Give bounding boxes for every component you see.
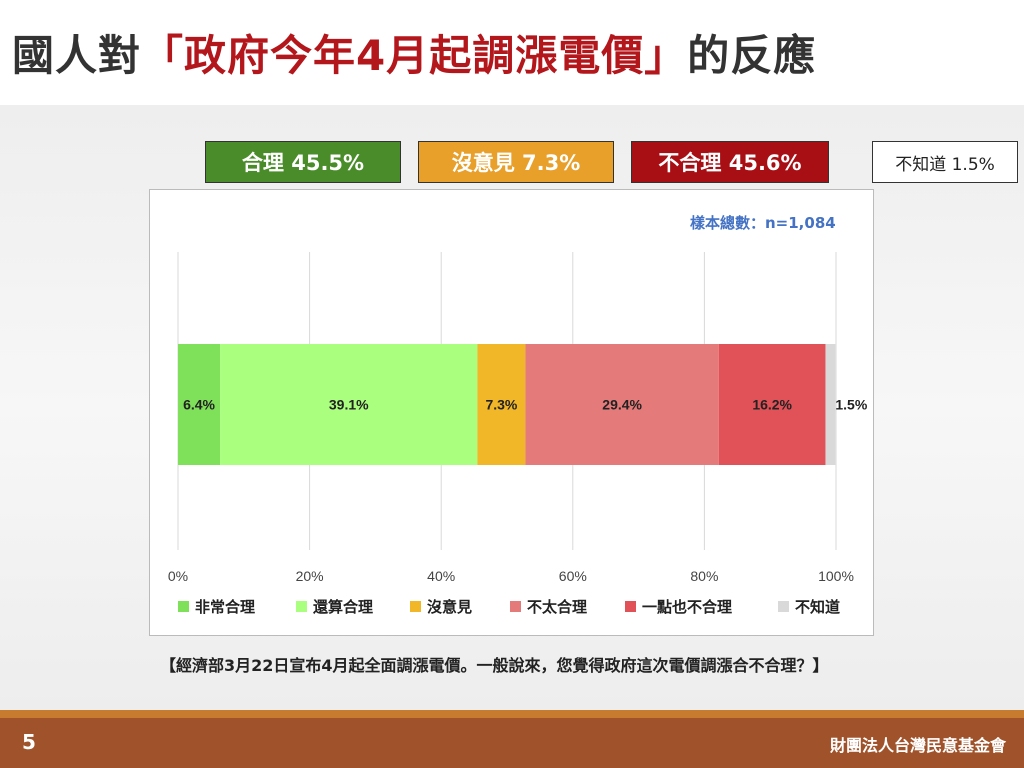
- title-highlight: 「政府今年4月起調漲電價」: [141, 31, 688, 80]
- bar-segment: [477, 344, 526, 465]
- footer: 5 財團法人台灣民意基金會: [0, 718, 1024, 768]
- legend-swatch: [178, 601, 189, 612]
- legend-label: 不知道: [795, 598, 840, 616]
- legend-label: 不太合理: [527, 598, 587, 616]
- summary-reasonable: 合理 45.5%: [205, 141, 401, 183]
- legend-label: 非常合理: [195, 598, 255, 616]
- legend-swatch: [778, 601, 789, 612]
- legend-swatch: [625, 601, 636, 612]
- x-tick-label: 80%: [690, 568, 718, 584]
- summary-dont-know: 不知道 1.5%: [872, 141, 1018, 183]
- summary-unreasonable: 不合理 45.6%: [631, 141, 829, 183]
- title-bar: 國人對「政府今年4月起調漲電價」的反應: [0, 0, 1024, 105]
- data-label: 29.4%: [602, 397, 642, 413]
- legend-label: 還算合理: [313, 598, 373, 616]
- survey-question: 【經濟部3月22日宣布4月起全面調漲電價。一般說來，您覺得政府這次電價調漲合不合…: [160, 656, 829, 675]
- bar-segment: [825, 344, 836, 465]
- page-number: 5: [22, 730, 36, 754]
- x-tick-label: 60%: [559, 568, 587, 584]
- legend-swatch: [296, 601, 307, 612]
- stacked-bar-chart: 0% 20% 40% 60% 80% 100% 6.4% 39.1% 7.3% 29.4% 16.2…: [168, 252, 868, 616]
- x-tick-label: 100%: [818, 568, 854, 584]
- legend-label: 沒意見: [427, 598, 472, 616]
- data-label: 7.3%: [485, 397, 517, 413]
- legend-swatch: [410, 601, 421, 612]
- chart-panel: 0% 20% 40% 60% 80% 100% 6.4% 39.1% 7.3% 29.4% 16.2…: [149, 189, 874, 636]
- data-label: 39.1%: [329, 397, 369, 413]
- sample-size-note: 樣本總數：n=1,084: [690, 214, 836, 232]
- x-tick-label: 20%: [296, 568, 324, 584]
- legend-label: 一點也不合理: [642, 598, 732, 616]
- x-tick-label: 40%: [427, 568, 455, 584]
- x-tick-label: 0%: [168, 568, 188, 584]
- data-label: 16.2%: [752, 397, 792, 413]
- data-label: 1.5%: [835, 397, 867, 413]
- title-suffix: 的反應: [687, 31, 817, 80]
- bar-segment: [178, 344, 221, 465]
- title-prefix: 國人對: [12, 31, 142, 80]
- page-title: 國人對「政府今年4月起調漲電價」的反應: [12, 22, 816, 83]
- footer-stripe: [0, 710, 1024, 718]
- bar-segment: [220, 344, 478, 465]
- organization-name: 財團法人台灣民意基金會: [829, 736, 1006, 755]
- summary-no-opinion: 沒意見 7.3%: [418, 141, 614, 183]
- bar-segment: [718, 344, 826, 465]
- legend-swatch: [510, 601, 521, 612]
- data-label: 6.4%: [183, 397, 215, 413]
- bar-segment: [525, 344, 719, 465]
